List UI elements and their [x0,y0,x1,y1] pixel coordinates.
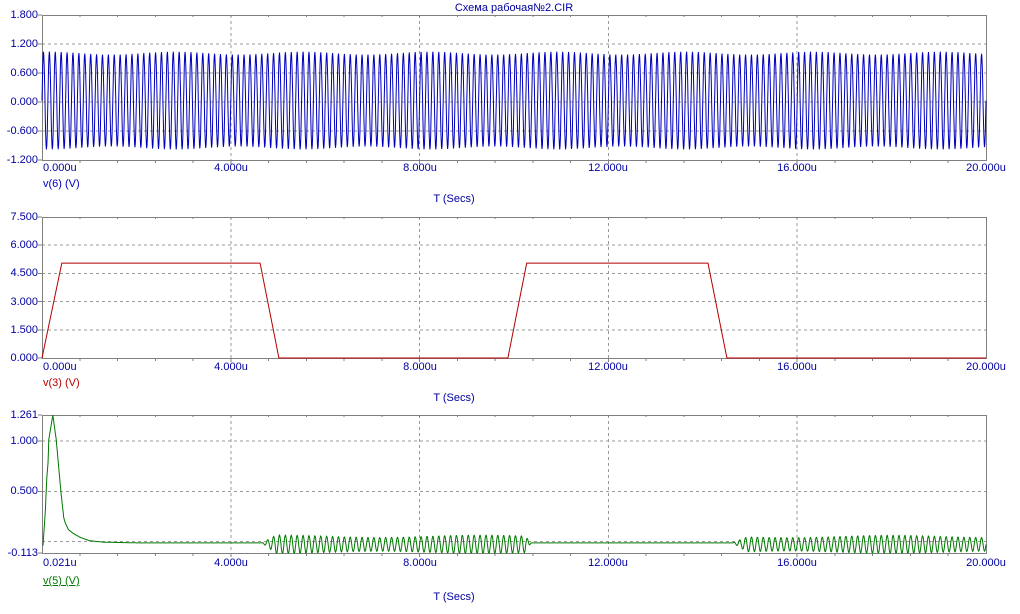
waveform-trace-v(6) [41,51,987,150]
y-tick-label-plot3: 1.261 [10,409,38,421]
waveform-trace-v(5) [42,414,987,554]
axis-ticks-plot3 [38,414,949,557]
x-axis-title-plot3: T (Secs) [433,591,475,603]
trace-label-v(6)[interactable]: v(6) (V) [43,178,80,190]
y-tick-label-plot1: 1.200 [10,38,38,50]
x-axis-title-plot1: T (Secs) [433,193,475,205]
x-tick-label-plot1: 8.000u [403,162,437,174]
plot-border-plot2 [42,217,987,359]
plot-title: Схема рабочая№2.CIR [454,2,574,14]
x-tick-label-plot3: 0.021u [43,557,77,569]
plot-border-plot3 [42,415,987,554]
x-tick-label-plot1: 16.000u [777,162,817,174]
trace-label-v(5)[interactable]: v(5) (V) [43,575,80,587]
x-tick-label-plot3: 4.000u [214,557,248,569]
trace-label-v(3)[interactable]: v(3) (V) [43,377,80,389]
y-tick-label-plot1: 0.600 [10,67,38,79]
y-tick-label-plot1: 0.000 [10,96,38,108]
y-tick-label-plot3: 1.000 [10,435,38,447]
axis-ticks-plot1 [38,14,949,164]
y-tick-label-plot3: 0.500 [10,485,38,497]
y-tick-label-plot1: -0.600 [6,125,38,137]
y-tick-label-plot2: 7.500 [10,211,38,223]
x-tick-label-plot3: 12.000u [588,557,628,569]
y-tick-label-plot2: 6.000 [10,239,38,251]
x-tick-label-plot2: 16.000u [777,361,817,373]
x-tick-label-plot3: 8.000u [403,557,437,569]
y-tick-label-plot2: 4.500 [10,267,38,279]
x-tick-label-plot2: 20.000u [966,361,1006,373]
x-tick-label-plot2: 12.000u [588,361,628,373]
grid-lines-plot2 [42,217,986,358]
x-tick-label-plot2: 4.000u [214,361,248,373]
y-tick-label-plot2: 3.000 [10,296,38,308]
y-tick-label-plot2: 1.500 [10,324,38,336]
x-tick-label-plot3: 16.000u [777,557,817,569]
axis-ticks-plot2 [38,216,949,362]
waveform-trace-v(3) [41,262,986,359]
y-tick-label-plot1: -1.200 [6,154,38,166]
x-tick-label-plot2: 0.000u [43,361,77,373]
x-tick-label-plot1: 4.000u [214,162,248,174]
x-axis-title-plot2: T (Secs) [433,392,475,404]
x-tick-label-plot3: 20.000u [966,557,1006,569]
y-tick-label-plot1: 1.800 [10,9,38,21]
y-tick-label-plot3: -0.113 [7,547,38,559]
x-tick-label-plot2: 8.000u [403,361,437,373]
x-tick-label-plot1: 20.000u [966,162,1006,174]
grid-lines-plot3 [42,415,986,553]
x-tick-label-plot1: 12.000u [588,162,628,174]
x-tick-label-plot1: 0.000u [43,162,77,174]
y-tick-label-plot2: 0.000 [10,352,38,364]
